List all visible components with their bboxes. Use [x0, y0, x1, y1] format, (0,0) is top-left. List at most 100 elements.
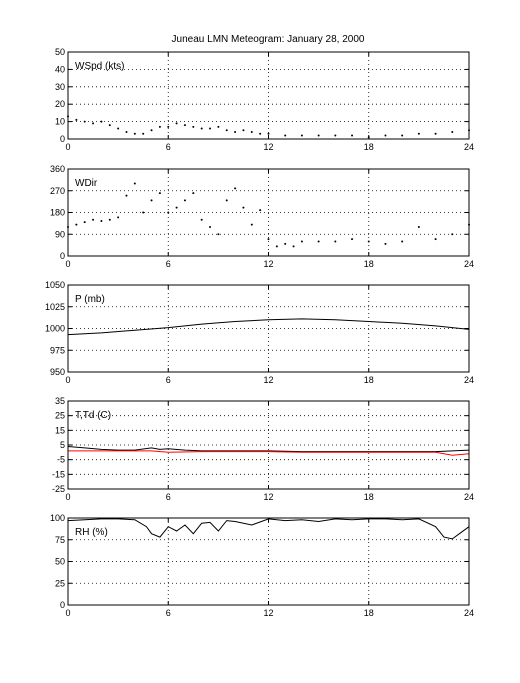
panel-pres: 0 6 12 18 24 950 975 1000 1025 1050 P (mb) — [45, 280, 474, 385]
data-point — [234, 187, 237, 190]
data-point — [158, 125, 161, 128]
y-tick-label: 1000 — [45, 324, 65, 334]
data-point — [92, 218, 95, 221]
data-point — [284, 242, 287, 245]
panel-label-wdir: WDir — [75, 178, 98, 189]
x-tick-label: 24 — [464, 259, 474, 269]
x-tick-label: 0 — [65, 375, 70, 385]
data-point — [292, 245, 295, 248]
data-point — [108, 124, 111, 127]
x-tick-label: 18 — [364, 492, 374, 502]
data-point — [125, 194, 128, 197]
y-tick-label: 25 — [55, 578, 65, 588]
y-tick-label: 35 — [55, 396, 65, 406]
x-tick-label: 12 — [263, 608, 273, 618]
series-temp-0 — [67, 446, 470, 453]
data-point — [133, 132, 136, 135]
data-point — [108, 218, 111, 221]
y-tick-label: 40 — [55, 64, 65, 74]
data-point — [242, 129, 245, 132]
y-tick-label: 0 — [60, 251, 65, 261]
panel-wspd: 0 6 12 18 24 0 10 20 30 40 50 WSpd (kts) — [55, 47, 474, 152]
x-tick-label: 18 — [364, 375, 374, 385]
data-point — [125, 131, 128, 134]
x-tick-label: 24 — [464, 375, 474, 385]
data-point — [225, 129, 228, 132]
data-point — [275, 245, 278, 248]
data-point — [142, 132, 145, 135]
y-tick-label: 950 — [50, 367, 65, 377]
data-point — [225, 199, 228, 202]
data-point — [150, 129, 153, 132]
data-point — [217, 233, 220, 236]
y-tick-label: -5 — [57, 455, 65, 465]
x-tick-label: 24 — [464, 608, 474, 618]
data-point — [100, 219, 103, 222]
data-point — [133, 182, 136, 185]
data-point — [192, 125, 195, 128]
data-point — [167, 125, 170, 128]
x-tick-label: 24 — [464, 492, 474, 502]
x-tick-label: 0 — [65, 492, 70, 502]
data-point — [417, 226, 420, 228]
x-tick-label: 0 — [65, 142, 70, 152]
figure-title: Juneau LMN Meteogram: January 28, 2000 — [172, 34, 365, 45]
plot-frame — [67, 51, 470, 140]
data-point — [83, 221, 86, 224]
y-tick-label: 25 — [55, 411, 65, 421]
data-point — [434, 132, 437, 135]
data-point — [401, 240, 404, 243]
x-tick-label: 0 — [65, 608, 70, 618]
data-point — [384, 134, 387, 137]
x-tick-label: 6 — [166, 259, 171, 269]
panel-rh: 0 6 12 18 24 0 25 50 75 100 RH (%) — [50, 513, 474, 618]
x-tick-label: 18 — [364, 259, 374, 269]
data-point — [117, 127, 120, 130]
x-tick-label: 18 — [364, 142, 374, 152]
y-tick-label: 0 — [60, 134, 65, 144]
data-point — [183, 124, 186, 127]
data-point — [83, 120, 86, 123]
data-point — [75, 223, 78, 226]
series-line — [67, 318, 470, 336]
data-point — [334, 134, 337, 137]
y-tick-label: 15 — [55, 425, 65, 435]
x-tick-label: 12 — [263, 259, 273, 269]
data-point — [167, 211, 170, 214]
data-point — [317, 134, 320, 137]
series-wspd-0 — [67, 115, 470, 139]
data-point — [267, 238, 270, 241]
data-point — [284, 134, 287, 137]
data-point — [300, 134, 303, 137]
data-point — [300, 240, 303, 243]
y-tick-label: -15 — [52, 469, 65, 479]
data-point — [175, 122, 178, 125]
data-point — [317, 240, 320, 243]
x-tick-label: 12 — [263, 492, 273, 502]
x-tick-label: 6 — [166, 608, 171, 618]
y-tick-label: 5 — [60, 440, 65, 450]
x-tick-label: 0 — [65, 259, 70, 269]
data-point — [175, 206, 178, 209]
y-tick-label: 975 — [50, 345, 65, 355]
data-point — [334, 240, 337, 243]
x-tick-label: 6 — [166, 492, 171, 502]
series-rh-0 — [67, 518, 470, 540]
data-point — [242, 206, 245, 209]
data-point — [100, 120, 103, 123]
data-point — [401, 134, 404, 137]
y-tick-label: 50 — [55, 47, 65, 57]
data-point — [451, 131, 454, 134]
data-point — [384, 242, 387, 245]
data-point — [259, 132, 262, 135]
x-tick-label: 6 — [166, 375, 171, 385]
panel-label-temp: T,Td (C) — [75, 410, 111, 421]
data-point — [250, 223, 253, 226]
data-point — [192, 192, 195, 195]
y-tick-label: 270 — [50, 186, 65, 196]
series-line — [67, 518, 470, 540]
data-point — [434, 238, 437, 241]
y-tick-label: 1050 — [45, 280, 65, 290]
data-point — [217, 125, 220, 128]
data-point — [92, 122, 95, 125]
